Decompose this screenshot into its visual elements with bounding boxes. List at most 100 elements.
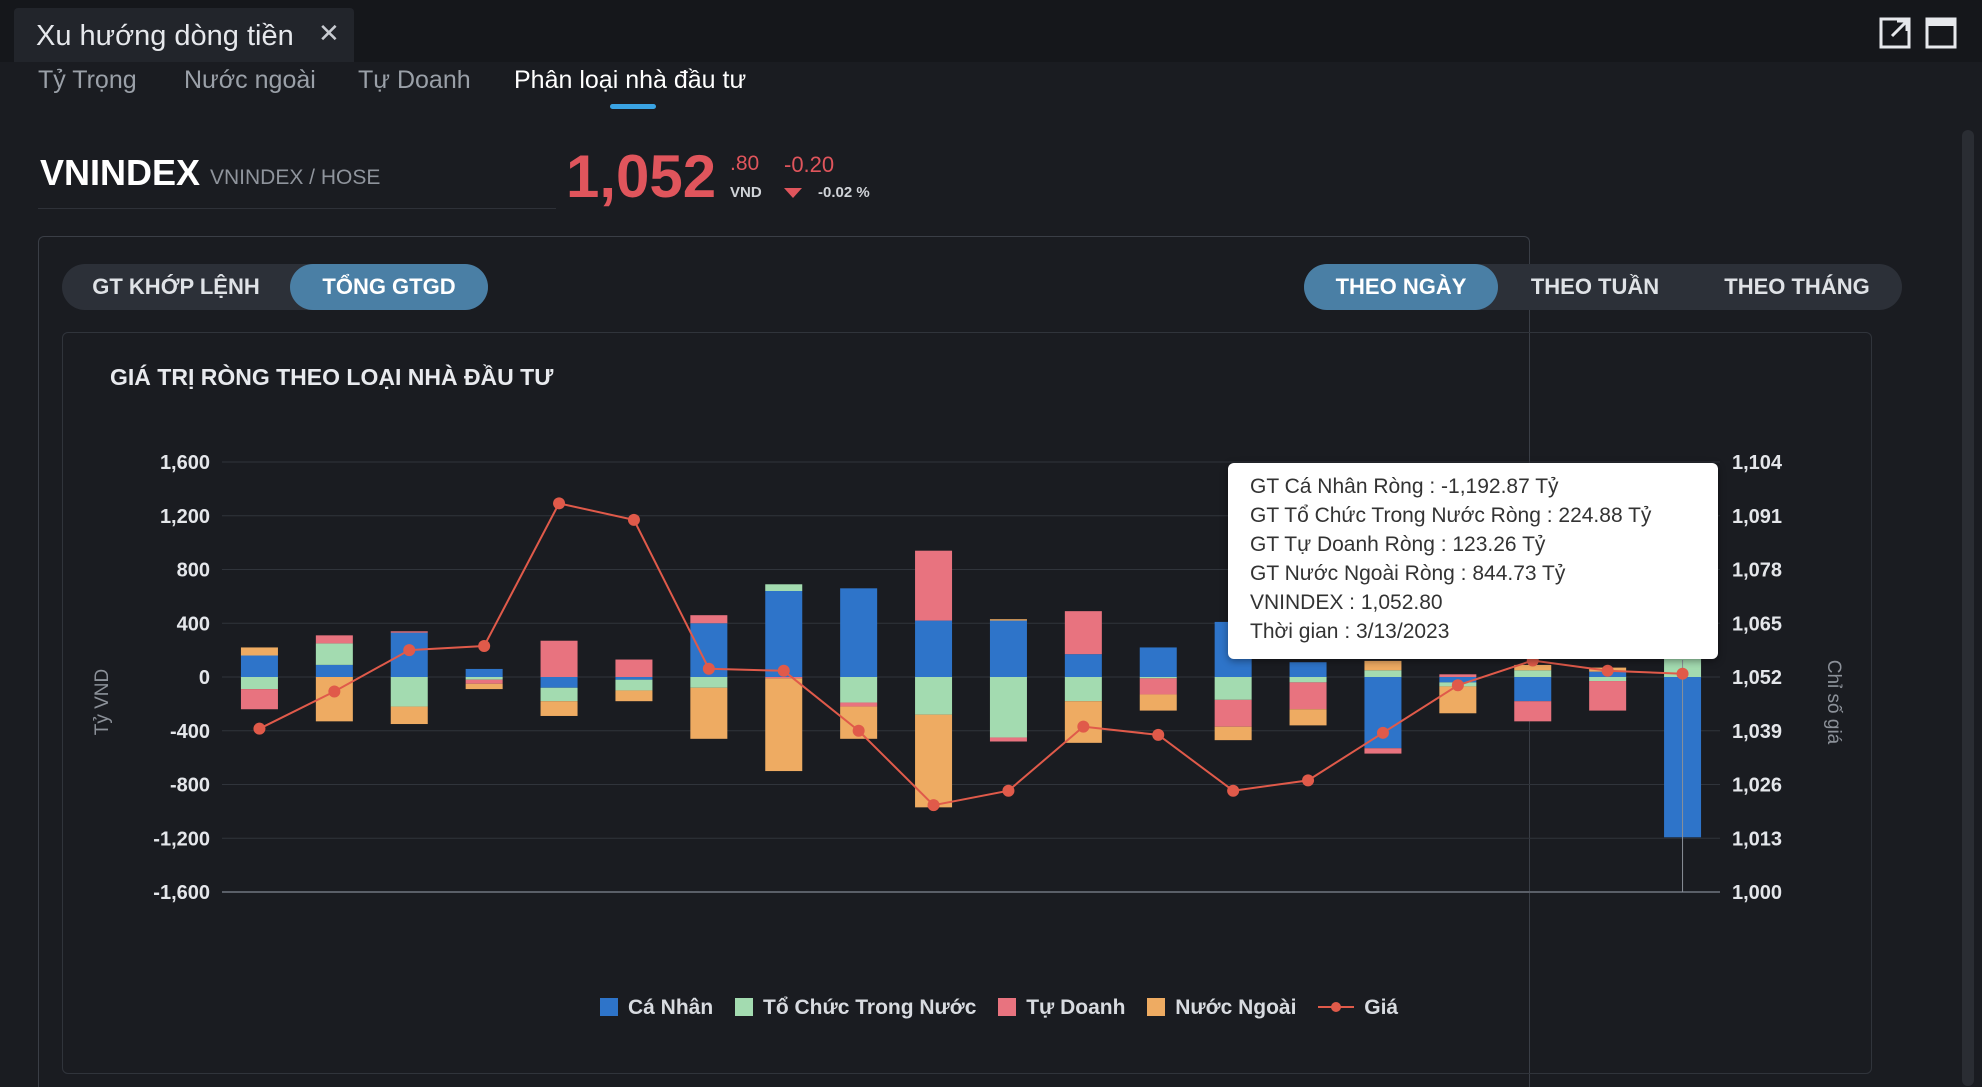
price-point: [478, 639, 491, 652]
bar-segment-2: [315, 643, 353, 665]
bar-segment-4: [465, 683, 503, 690]
bar-segment-4: [240, 647, 278, 656]
bar-segment-2: [1514, 670, 1552, 677]
legend-label: Nước Ngoài: [1175, 996, 1297, 1020]
tooltip-line-tu-doanh: GT Tự Doanh Ròng : 123.26 Tỷ: [1250, 533, 1546, 556]
legend-label: Cá Nhân: [628, 996, 714, 1020]
price-line: [259, 502, 1683, 807]
toggle-gt-khop-lenh[interactable]: GT KHỚP LỆNH: [92, 274, 260, 299]
period-toggle: THEO NGÀY THEO TUẦN THEO THÁNG: [1304, 264, 1902, 310]
tab-nuoc-ngoai[interactable]: Nước ngoài: [184, 66, 316, 94]
bar-segment-3: [1214, 699, 1252, 727]
bar-segment-4: [1214, 726, 1252, 741]
bar-segment-4: [690, 687, 728, 739]
bar-segment-2: [1214, 677, 1252, 700]
y-tick-label: -1,200: [153, 828, 210, 850]
toggle-theo-ngay[interactable]: THEO NGÀY: [1304, 264, 1498, 310]
y-tick-label: 0: [199, 667, 210, 689]
legend-item-nuoc-ngoai[interactable]: Nước Ngoài: [1147, 996, 1296, 1020]
down-arrow-icon: [784, 188, 802, 198]
bar-segment-3: [840, 702, 878, 707]
price-point: [253, 722, 266, 735]
bar-segment-2: [1139, 677, 1177, 679]
bar-segment-1: [765, 591, 803, 677]
bar-segment-3: [315, 635, 353, 644]
y2-tick-label: 1,104: [1732, 452, 1783, 474]
price-decimal: .80: [730, 152, 760, 175]
bar-segment-2: [540, 687, 578, 702]
bar-segment-2: [1289, 677, 1327, 683]
legend-label: Tổ Chức Trong Nước: [763, 996, 977, 1020]
chart-title: GIÁ TRỊ RÒNG THEO LOẠI NHÀ ĐẦU TƯ: [110, 364, 554, 390]
price-point: [1376, 726, 1389, 739]
price-point: [852, 724, 865, 737]
bar-segment-2: [615, 679, 653, 691]
chart-card: [62, 332, 1872, 1074]
price-point: [1451, 679, 1464, 692]
value-type-toggle: GT KHỚP LỆNH TỔNG GTGD: [62, 264, 488, 310]
tooltip-line-time: Thời gian : 3/13/2023: [1250, 620, 1450, 643]
bar-segment-3: [615, 659, 653, 677]
chart-tooltip: GT Cá Nhân Ròng : -1,192.87 Tỷ GT Tổ Chứ…: [1228, 463, 1718, 659]
legend-swatch: [600, 998, 618, 1017]
price-point: [1152, 728, 1165, 741]
bar-segment-4: [765, 678, 803, 772]
bar-segment-1: [315, 664, 353, 677]
y2-tick-label: 1,052: [1732, 667, 1782, 689]
price-point: [553, 497, 566, 510]
legend-item-to-chuc[interactable]: Tổ Chức Trong Nước: [735, 996, 976, 1020]
legend-swatch: [735, 998, 754, 1017]
bar-segment-3: [1064, 611, 1102, 655]
bar-segment-3: [1439, 674, 1477, 677]
bar-segment-4: [615, 690, 653, 702]
legend-label: Tự Doanh: [1026, 996, 1126, 1020]
bar-segment-4: [1289, 709, 1327, 726]
bar-segment-3: [540, 640, 578, 677]
tab-tu-doanh[interactable]: Tự Doanh: [358, 66, 471, 94]
legend-label: Giá: [1364, 996, 1399, 1020]
bar-segment-1: [840, 588, 878, 677]
bar-segment-1: [540, 677, 578, 688]
bar-segment-3: [1364, 748, 1402, 754]
window-controls: [1878, 16, 1958, 50]
symbol-exchange: VNINDEX / HOSE: [210, 166, 381, 189]
bar-segment-3: [1514, 701, 1552, 722]
chart-legend: Cá Nhân Tổ Chức Trong Nước Tự Doanh Nước…: [600, 996, 1414, 1026]
bar-segment-2: [840, 677, 878, 703]
bar-segment-4: [540, 701, 578, 716]
bar-segment-2: [465, 677, 503, 680]
legend-item-tu-doanh[interactable]: Tự Doanh: [998, 996, 1125, 1020]
tab-ty-trong[interactable]: Tỷ Trọng: [38, 66, 137, 94]
price-change: -0.20: [784, 152, 835, 177]
panel-tab[interactable]: Xu hướng dòng tiền ✕: [14, 8, 354, 62]
toggle-theo-tuan[interactable]: THEO TUẦN: [1530, 274, 1660, 299]
scrollbar[interactable]: [1962, 130, 1974, 1086]
y2-tick-label: 1,026: [1732, 775, 1782, 797]
toggle-theo-thang[interactable]: THEO THÁNG: [1724, 274, 1870, 299]
price-point: [1002, 784, 1015, 797]
legend-item-gia[interactable]: Giá: [1318, 996, 1398, 1020]
tab-phan-loai-nha-dau-tu[interactable]: Phân loại nhà đầu tư: [514, 66, 747, 94]
price-unit: VND: [730, 184, 762, 201]
price-point: [403, 644, 416, 657]
tooltip-line-ca-nhan: GT Cá Nhân Ròng : -1,192.87 Tỷ: [1250, 475, 1559, 498]
price-point: [627, 513, 640, 526]
toggle-tong-gtgd[interactable]: TỔNG GTGD: [290, 264, 488, 310]
close-icon[interactable]: ✕: [318, 18, 340, 48]
legend-item-ca-nhan[interactable]: Cá Nhân: [600, 996, 713, 1020]
price-point: [1302, 774, 1315, 787]
bar-segment-4: [1139, 694, 1177, 711]
price-point: [1077, 720, 1090, 733]
bar-segment-1: [1514, 677, 1552, 702]
maximize-icon[interactable]: [1924, 16, 1958, 50]
legend-swatch: [1147, 998, 1166, 1017]
bar-segment-4: [1514, 664, 1552, 671]
external-link-icon[interactable]: [1878, 16, 1912, 50]
bar-segment-3: [465, 679, 503, 684]
bar-segment-1: [615, 677, 653, 680]
symbol-code: VNINDEX: [40, 152, 201, 193]
active-tab-indicator: [610, 104, 656, 109]
tooltip-line-nuoc-ngoai: GT Nước Ngoài Ròng : 844.73 Tỷ: [1250, 562, 1566, 585]
y2-tick-label: 1,039: [1732, 721, 1782, 743]
